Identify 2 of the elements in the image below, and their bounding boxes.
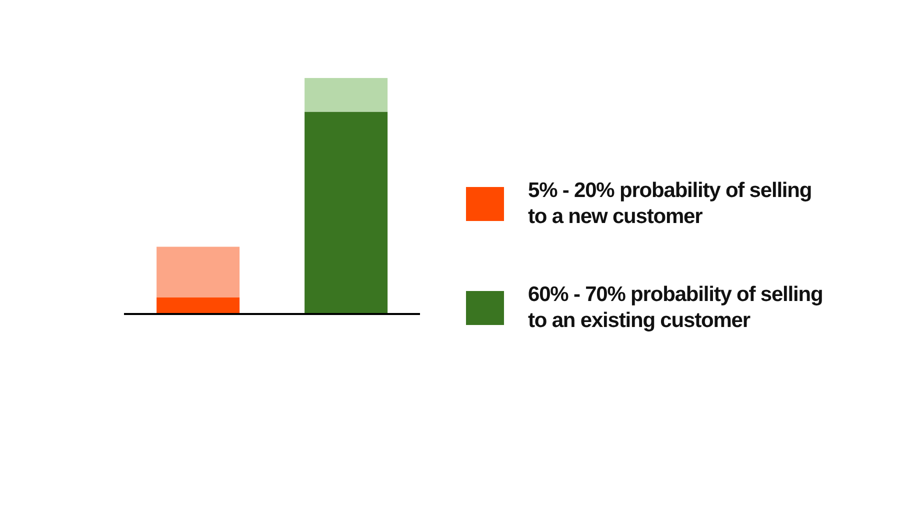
legend-label: 5% - 20% probability of selling to a new customer — [528, 178, 813, 230]
legend-label: 60% - 70% probability of selling to an existing customer — [528, 282, 824, 334]
